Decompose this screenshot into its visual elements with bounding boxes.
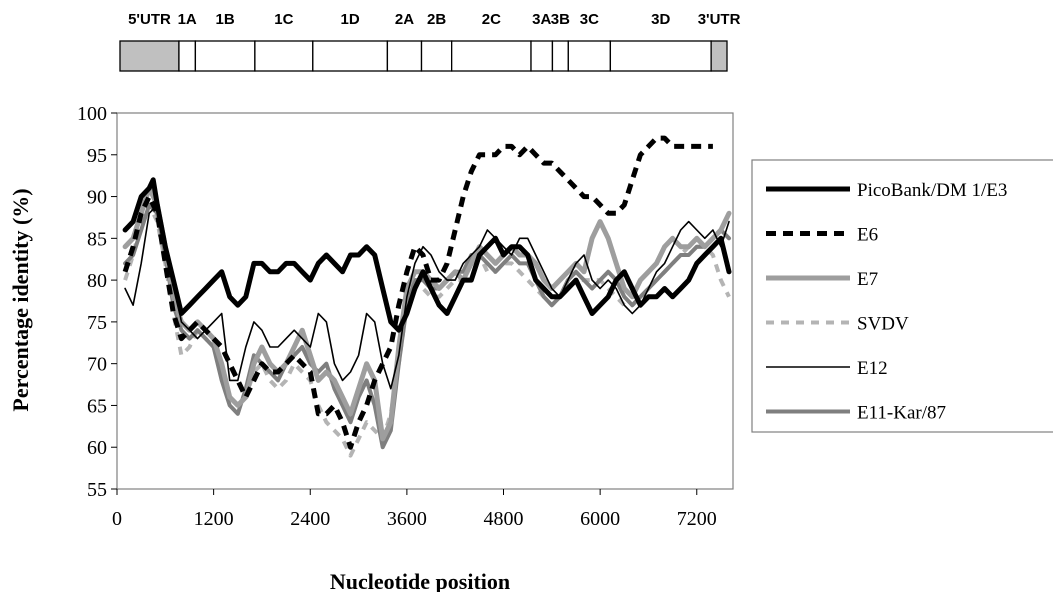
series-line-picobank-dm-1-e3: [122, 177, 732, 333]
x-tick-label: 1200: [194, 508, 234, 530]
y-tick-label: 80: [87, 270, 107, 292]
genome-region-box: [119, 40, 180, 72]
y-tick-label: 100: [77, 103, 107, 125]
genome-region-label: 3C: [580, 11, 599, 28]
y-tick-label: 85: [87, 228, 107, 250]
genome-region-box: [420, 40, 453, 72]
legend-label: E7: [857, 269, 878, 290]
genome-region-label: 1B: [216, 11, 235, 28]
genome-region-box: [567, 40, 612, 72]
genome-region-label: 2A: [395, 11, 414, 28]
genome-region-label: 5'UTR: [128, 11, 171, 28]
x-tick-label: 7200: [677, 508, 717, 530]
y-tick-label: 65: [87, 395, 107, 417]
genome-region-box: [312, 40, 389, 72]
series-line-e6: [122, 135, 713, 450]
legend-label: E11-Kar/87: [857, 403, 946, 424]
genome-region-box: [551, 40, 569, 72]
genome-region-label: 3A: [532, 11, 551, 28]
legend-box: [751, 159, 1053, 433]
plot-area: [116, 112, 734, 490]
genome-region-box: [386, 40, 423, 72]
x-axis: 0 1200 2400 3600 4800 6000 7200: [112, 489, 717, 530]
genome-region-label: 1D: [341, 11, 360, 28]
series-line-e11-kar-87: [123, 202, 731, 450]
legend-label: PicoBank/DM 1/E3: [857, 180, 1007, 201]
genome-map: 5'UTR 1A 1B 1C 1D 2A 2B 2C 3A 3B 3C 3D 3'UTR: [119, 11, 741, 72]
x-tick-label: 4800: [484, 508, 524, 530]
y-tick-label: 95: [87, 145, 107, 167]
y-tick-label: 60: [87, 437, 107, 459]
genome-region-label: 3B: [551, 11, 570, 28]
genome-region-label: 2C: [482, 11, 501, 28]
series-line-svdv: [123, 202, 731, 458]
y-axis-title: Percentage identity (%): [8, 188, 33, 411]
genome-region-box: [710, 40, 728, 72]
series-line-e7: [122, 185, 732, 442]
genome-region-box: [530, 40, 554, 72]
genome-region-label: 1C: [274, 11, 293, 28]
series-lines: [122, 135, 732, 458]
genome-region-label: 3D: [651, 11, 670, 28]
y-axis: 55 60 65 70 75 80 85 90 95 100: [77, 103, 117, 501]
genome-region-label: 3'UTR: [698, 11, 741, 28]
y-tick-label: 90: [87, 187, 107, 209]
legend-label: E12: [857, 358, 888, 379]
x-tick-label: 3600: [387, 508, 427, 530]
genome-region-box: [609, 40, 712, 72]
x-tick-label: 6000: [580, 508, 620, 530]
plot-frame: [116, 112, 734, 490]
legend-label: SVDV: [857, 314, 909, 335]
genome-region-label: 1A: [178, 11, 197, 28]
genome-region-box: [194, 40, 256, 72]
y-tick-label: 75: [87, 312, 107, 334]
genome-region-label: 2B: [427, 11, 446, 28]
genome-region-box: [178, 40, 197, 72]
genome-region-box: [451, 40, 532, 72]
x-tick-label: 2400: [290, 508, 330, 530]
y-tick-label: 55: [87, 479, 107, 501]
series-line-e12: [124, 204, 730, 390]
x-tick-label: 0: [112, 508, 122, 530]
legend-label: E6: [857, 225, 878, 246]
genome-region-box: [254, 40, 314, 72]
legend: PicoBank/DM 1/E3 E6 E7 SVDV E12 E11-Kar/87: [751, 159, 1053, 433]
y-tick-label: 70: [87, 354, 107, 376]
x-axis-title: Nucleotide position: [330, 569, 510, 592]
